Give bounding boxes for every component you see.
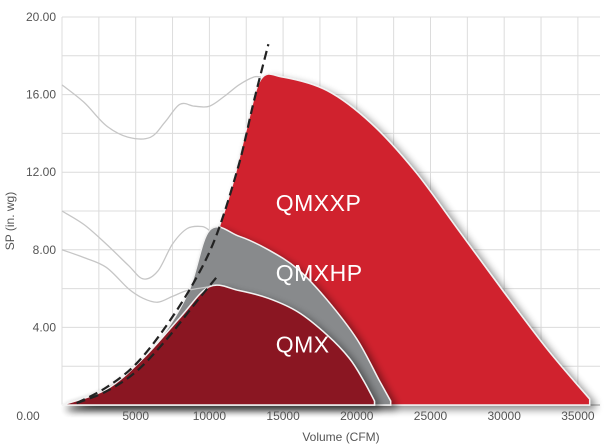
x-tick-label: 30000 bbox=[488, 409, 522, 423]
y-tick-label: 8.00 bbox=[33, 243, 57, 257]
x-tick-label: 25000 bbox=[414, 409, 448, 423]
label-qmxxp: QMXXP bbox=[276, 190, 362, 216]
y-tick-label: 20.00 bbox=[26, 10, 56, 24]
x-tick-label: 15000 bbox=[266, 409, 300, 423]
y-axis-label: SP (in. wg) bbox=[3, 192, 17, 250]
x-tick-label: 20000 bbox=[340, 409, 374, 423]
region-labels: QMXXP QMXHP QMX bbox=[276, 190, 363, 358]
y-tick-label: 12.00 bbox=[26, 165, 56, 179]
y-tick-label: 16.00 bbox=[26, 88, 56, 102]
x-axis-label: Volume (CFM) bbox=[302, 430, 379, 444]
curve-lines bbox=[61, 43, 270, 405]
system-curve-dashed-low bbox=[76, 276, 218, 405]
surge-line-2 bbox=[61, 210, 210, 280]
area-qmx bbox=[61, 284, 376, 406]
tick-labels: 5000 10000 15000 20000 25000 30000 35000 0.00 4.… bbox=[16, 10, 595, 423]
label-qmx: QMX bbox=[276, 332, 330, 358]
x-tick-label: 5000 bbox=[122, 409, 149, 423]
surge-line-3 bbox=[61, 249, 210, 303]
system-curve-dashed bbox=[76, 43, 270, 405]
series-areas bbox=[61, 73, 591, 406]
x-tick-label: 10000 bbox=[193, 409, 227, 423]
x-tick-label: 35000 bbox=[561, 409, 595, 423]
surge-line-1 bbox=[61, 75, 262, 140]
label-qmxhp: QMXHP bbox=[276, 260, 363, 286]
y-tick-label: 4.00 bbox=[33, 320, 57, 334]
y-tick-label: 0.00 bbox=[16, 409, 40, 423]
